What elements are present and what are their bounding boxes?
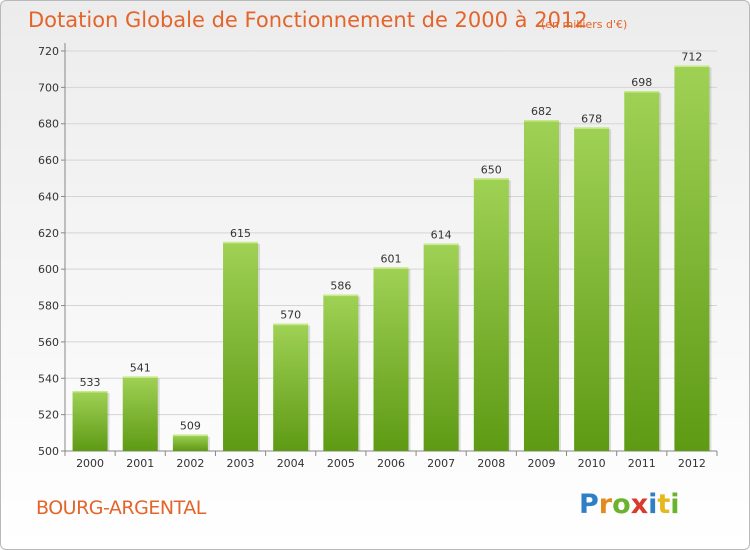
logo-letter: t	[657, 489, 671, 520]
chart-title: Dotation Globale de Fonctionnement de 20…	[28, 8, 588, 32]
data-label: 615	[230, 227, 251, 240]
bar	[423, 243, 459, 451]
bar	[624, 91, 660, 451]
x-tick-label: 2011	[628, 457, 656, 470]
logo-letter: r	[598, 489, 613, 520]
data-label: 509	[180, 420, 201, 433]
bar	[172, 434, 208, 451]
bar-highlight	[674, 65, 710, 68]
logo-letter: P	[579, 489, 599, 520]
bar	[574, 127, 610, 451]
x-tick-label: 2002	[176, 457, 204, 470]
logo-letter: i	[648, 489, 658, 520]
bars	[72, 65, 712, 452]
bar	[373, 267, 409, 451]
x-tick-label: 2004	[277, 457, 305, 470]
x-tick-label: 2009	[527, 457, 555, 470]
data-label: 678	[581, 112, 602, 125]
bar-highlight	[423, 243, 459, 246]
bar	[323, 294, 359, 451]
bar-highlight	[373, 267, 409, 269]
y-tick-label: 660	[38, 154, 59, 167]
data-label: 586	[330, 280, 351, 293]
logo-letter: i	[670, 489, 680, 520]
y-tick-label: 560	[38, 336, 59, 349]
x-tick-label: 2003	[227, 457, 255, 470]
bar	[223, 241, 259, 451]
logo-letter: x	[630, 489, 649, 520]
bar-highlight	[223, 241, 259, 244]
bar-highlight	[473, 178, 509, 180]
x-tick-label: 2000	[76, 457, 104, 470]
data-label: 712	[681, 51, 702, 64]
data-label: 601	[381, 252, 402, 265]
bar-highlight	[273, 323, 309, 326]
logo-letter: o	[612, 489, 631, 520]
bar-highlight	[72, 391, 108, 393]
y-tick-label: 500	[38, 445, 59, 458]
bar-highlight	[624, 91, 660, 93]
y-tick-label: 720	[38, 45, 59, 58]
bar-highlight	[122, 376, 158, 378]
y-tick-label: 680	[38, 118, 59, 131]
x-tick-label: 2007	[427, 457, 455, 470]
y-tick-label: 540	[38, 372, 59, 385]
y-tick-label: 700	[38, 81, 59, 94]
x-tick-label: 2001	[126, 457, 154, 470]
data-label: 682	[531, 105, 552, 118]
x-tick-label: 2006	[377, 457, 405, 470]
x-tick-label: 2005	[327, 457, 355, 470]
y-tick-label: 600	[38, 263, 59, 276]
y-tick-label: 580	[38, 300, 59, 313]
y-tick-label: 620	[38, 227, 59, 240]
chart-subtitle: (en milliers d'€)	[541, 18, 628, 31]
data-label: 570	[280, 309, 301, 322]
bar	[122, 376, 158, 451]
bar	[273, 323, 309, 451]
bar	[473, 178, 509, 452]
bar	[72, 391, 108, 451]
data-label: 698	[631, 76, 652, 89]
labels: 500 520 540 560 580 600 620 640 660 680 700 720 533 2…	[38, 45, 706, 470]
x-tick-label: 2008	[477, 457, 505, 470]
y-tick-label: 520	[38, 409, 59, 422]
data-label: 541	[130, 361, 151, 374]
x-tick-label: 2010	[578, 457, 606, 470]
bar-highlight	[172, 434, 208, 437]
data-label: 650	[481, 163, 502, 176]
bar-highlight	[323, 294, 359, 297]
y-tick-label: 640	[38, 190, 59, 203]
data-label: 614	[431, 229, 452, 242]
commune-name: BOURG-ARGENTAL	[36, 497, 206, 519]
bar	[523, 120, 559, 451]
proxiti-logo: Proxiti	[579, 489, 680, 520]
data-label: 533	[80, 376, 101, 389]
bar-highlight	[574, 127, 610, 129]
x-tick-label: 2012	[678, 457, 706, 470]
bar-highlight	[523, 120, 559, 122]
bar	[674, 65, 710, 451]
